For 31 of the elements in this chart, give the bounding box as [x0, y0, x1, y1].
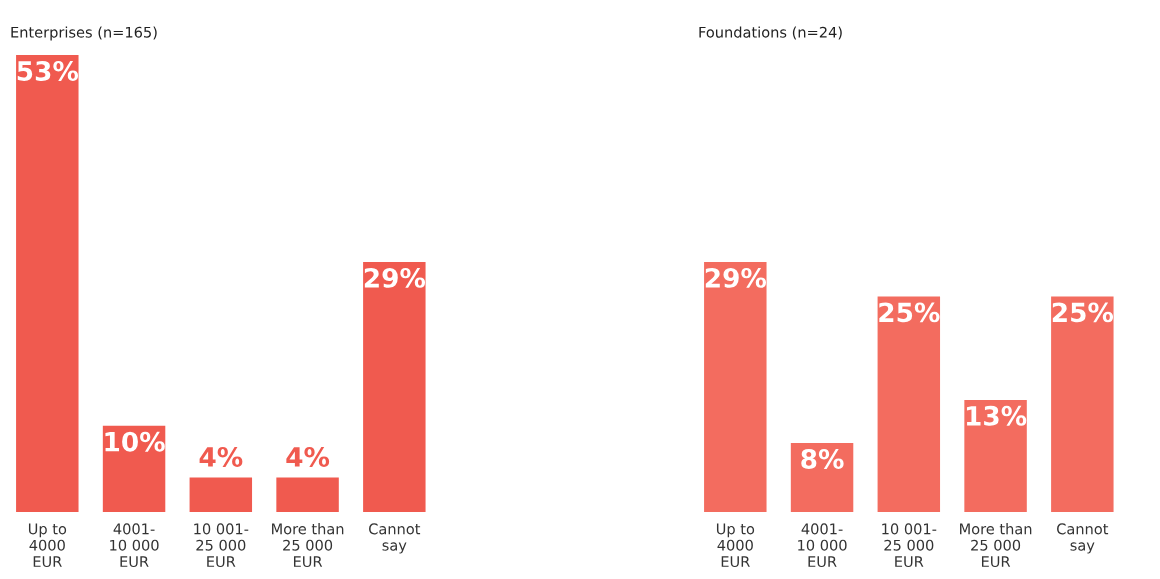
bar	[189, 477, 253, 512]
chart-title: Foundations (n=24)	[699, 26, 842, 40]
data-label: 29%	[364, 267, 426, 288]
x-tick-label: More than 25 000 EUR	[960, 523, 1032, 568]
bar	[877, 296, 941, 512]
data-label: 8%	[801, 448, 844, 469]
data-label: 13%	[966, 405, 1027, 426]
data-label: 10%	[105, 431, 165, 452]
x-tick-label: More than 25 000 EUR	[272, 523, 344, 568]
bar	[790, 443, 854, 512]
x-tick-label: Cannot say	[369, 523, 421, 554]
data-label: 29%	[705, 267, 767, 288]
data-label: 53%	[17, 60, 79, 81]
bar	[276, 477, 339, 512]
x-tick-label: 10 001- 25 000 EUR	[882, 523, 937, 568]
data-label: 4%	[286, 446, 330, 467]
chart-title: Enterprises (n=165)	[11, 26, 157, 41]
x-tick-label: 10 001- 25 000 EUR	[194, 523, 249, 568]
bar	[363, 261, 426, 512]
data-label: 25%	[1052, 302, 1114, 323]
x-tick-label: 4001- 10 000 EUR	[110, 523, 159, 568]
bar	[704, 261, 767, 512]
data-label: 4%	[199, 446, 243, 467]
bar	[16, 55, 79, 512]
bar	[1051, 296, 1114, 512]
x-tick-label: Cannot say	[1057, 523, 1109, 554]
x-tick-label: Up to 4000 EUR	[716, 523, 755, 568]
bar	[964, 399, 1027, 512]
x-tick-label: 4001- 10 000 EUR	[798, 523, 847, 568]
x-tick-label: Up to 4000 EUR	[28, 523, 67, 568]
data-label: 25%	[879, 302, 940, 323]
